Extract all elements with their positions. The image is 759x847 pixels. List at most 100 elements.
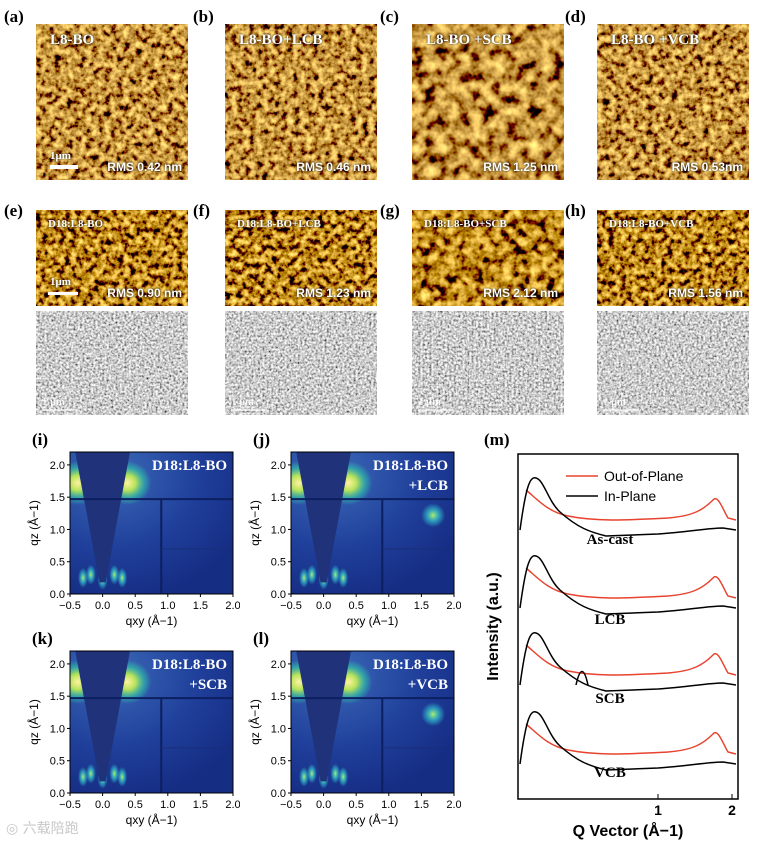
lamellar-peak <box>117 567 128 588</box>
afm-topography-texture <box>597 24 749 180</box>
panel-label: (k) <box>32 629 53 648</box>
series-label: LCB <box>595 612 626 628</box>
panel-label: (m) <box>484 430 510 449</box>
plot-frame <box>69 650 234 794</box>
x-axis-label: qxy (Å−1) <box>347 613 399 628</box>
x-tick-label: 1.5 <box>414 600 429 612</box>
y-tick-label: 2.0 <box>271 460 286 472</box>
giwaxs-title-line1: D18:L8-BO <box>373 458 448 474</box>
x-tick-label: 1.5 <box>414 799 429 811</box>
y-tick-label: 0.5 <box>50 557 65 569</box>
y-tick-label: 0.0 <box>271 589 286 601</box>
panel-label: (f) <box>193 201 210 220</box>
x-tick-label: 1.0 <box>160 600 175 612</box>
lamellar-peak <box>330 763 341 784</box>
y-tick-label: 2.0 <box>50 659 65 671</box>
y-tick-label: 2.0 <box>50 460 65 472</box>
lamellar-peak <box>306 564 317 585</box>
afm-title: D18:L8-BO <box>48 218 103 230</box>
giwaxs-pattern: D18:L8-BO +LCB −0.5 0.0 0.5 1.0 1.5 2.0 0.0 0.5 1.… <box>246 448 462 643</box>
giwaxs-pattern: D18:L8-BO −0.5 0.0 0.5 1.0 1.5 2.0 0.0 0.5 1.0 1.5… <box>25 448 241 643</box>
afm-title: D18:L8-BO+SCB <box>424 218 507 230</box>
sem-image: 1 μm <box>36 311 188 415</box>
x-tick-label: 1.5 <box>193 799 208 811</box>
series-label: SCB <box>595 691 624 707</box>
scale-bar-label: 1μm <box>50 150 71 162</box>
missing-wedge <box>75 452 130 583</box>
lamellar-peak <box>338 766 349 787</box>
x-tick-label: 2.0 <box>446 799 461 811</box>
afm-blend-texture <box>225 210 377 306</box>
x-tick-label: 0.0 <box>316 600 331 612</box>
afm-blend-texture <box>412 210 564 306</box>
in-plane-curve <box>519 477 737 537</box>
y-tick-label: 1.5 <box>50 492 65 504</box>
series-label: VCB <box>594 765 626 781</box>
missing-wedge <box>75 651 130 782</box>
panel-label: (c) <box>380 7 399 26</box>
panel-label: (h) <box>565 201 586 220</box>
in-plane-curve <box>519 632 737 692</box>
panel-label: (i) <box>32 430 49 449</box>
in-plane-curve <box>519 711 737 771</box>
lamellar-peak <box>85 564 96 585</box>
afm-blend-texture <box>597 210 749 306</box>
x-tick-label: −0.5 <box>280 799 302 811</box>
legend-label: Out-of-Plane <box>604 468 684 484</box>
sem-texture <box>412 311 564 415</box>
afm-image-film: L8-BO +VCB RMS 0.53nm <box>597 24 749 180</box>
lamellar-peak <box>78 567 89 588</box>
x-tick-label: 1.0 <box>160 799 175 811</box>
afm-title: L8-BO <box>50 32 95 48</box>
y-tick-label: 1.0 <box>50 524 65 536</box>
y-tick-label: 1.5 <box>50 691 65 703</box>
lamellar-peak <box>85 763 96 784</box>
y-tick-label: 0.5 <box>271 557 286 569</box>
afm-image-film: L8-BO +SCB RMS 1.25 nm <box>412 24 564 180</box>
y-tick-label: 1.0 <box>271 524 286 536</box>
y-axis-label: Intensity (a.u.) <box>485 572 502 680</box>
y-axis-label: qz (Å−1) <box>247 699 262 745</box>
in-plane-curve <box>519 555 737 615</box>
sem-texture <box>597 311 749 415</box>
afm-topography-texture <box>225 24 377 180</box>
x-axis-label: qxy (Å−1) <box>126 613 178 628</box>
y-tick-label: 1.0 <box>50 723 65 735</box>
afm-image-blend: D18:L8-BO+LCB RMS 1.23 nm <box>225 210 377 306</box>
x-tick-label: 1.0 <box>381 600 396 612</box>
plot-frame <box>290 451 455 595</box>
panel-label: (j) <box>253 430 270 449</box>
giwaxs-pattern: D18:L8-BO +VCB −0.5 0.0 0.5 1.0 1.5 2.0 0.0 0.5 1.… <box>246 647 462 842</box>
panel-label: (d) <box>565 7 586 26</box>
sem-texture <box>225 311 377 415</box>
intensity-profiles: As-cast LCB SCB VCB Out-of-Plane In-Plane 1 2 Q … <box>470 450 759 847</box>
rms-value: RMS 0.46 nm <box>296 160 371 174</box>
sem-image: 1 μm <box>412 311 564 415</box>
missing-wedge <box>296 651 351 782</box>
rms-value: RMS 0.42 nm <box>107 160 182 174</box>
panel-label: (a) <box>4 7 24 26</box>
out-of-plane-curve <box>525 489 737 521</box>
afm-image-film: L8-BO+LCB RMS 0.46 nm <box>225 24 377 180</box>
afm-title: L8-BO +SCB <box>426 32 512 48</box>
panel-label: (l) <box>253 629 270 648</box>
x-tick-label: 1 <box>654 802 662 818</box>
x-tick-label: 0.5 <box>349 799 364 811</box>
scale-bar <box>50 165 78 169</box>
missing-wedge <box>296 452 351 583</box>
plot-frame <box>290 650 455 794</box>
afm-title: D18:L8-BO+LCB <box>237 218 321 230</box>
plot-frame <box>69 451 234 595</box>
scale-bar <box>48 292 78 295</box>
afm-image-blend: D18:L8-BO+SCB RMS 2.12 nm <box>412 210 564 306</box>
x-tick-label: 2.0 <box>225 600 240 612</box>
plot-frame <box>517 453 739 800</box>
afm-blend-texture <box>36 210 188 306</box>
x-tick-label: 0.0 <box>95 600 110 612</box>
giwaxs-title-line1: D18:L8-BO <box>373 657 448 673</box>
giwaxs-title-line1: D18:L8-BO <box>152 657 227 673</box>
x-tick-label: 0.0 <box>95 799 110 811</box>
sem-scale-label: 1 μm <box>42 396 65 408</box>
lamellar-peak <box>299 766 310 787</box>
lamellar-peak <box>109 564 120 585</box>
